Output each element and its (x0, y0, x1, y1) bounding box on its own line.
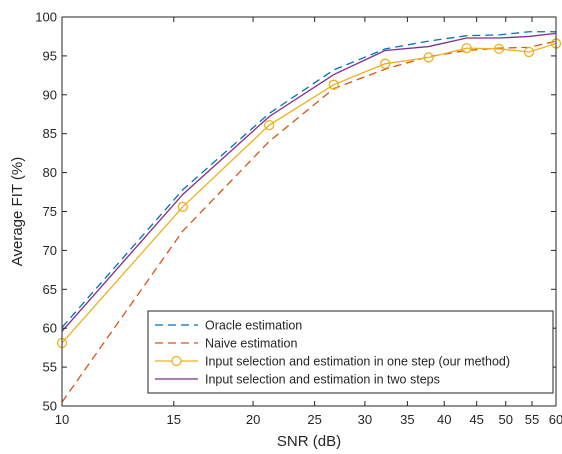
series-layer (56, 31, 562, 403)
legend-marker (171, 355, 182, 367)
legend: Oracle estimation Naive estimation Input s… (147, 310, 554, 394)
y-axis-label: Average FIT (%) (9, 157, 26, 266)
y-tick-label: 85 (43, 126, 57, 141)
y-tick-label: 75 (43, 204, 57, 219)
x-tick-label: 55 (525, 412, 539, 427)
y-tick-label: 95 (43, 48, 57, 63)
series-line-4 (61, 32, 557, 332)
x-tick-label: 10 (55, 412, 69, 427)
series-point (328, 79, 339, 90)
y-tick-label: 70 (43, 243, 57, 258)
series-point (423, 52, 434, 63)
y-tick-label: 55 (43, 360, 57, 375)
y-tick-label: 60 (43, 321, 57, 336)
ticks-layer: 10 15 20 25 30 35 40 45 50 55 60 50 55 60 65 70 75 80 85 90… (35, 10, 562, 428)
series-line-1 (61, 31, 556, 328)
legend-label: Naive estimation (205, 337, 297, 351)
x-tick-label: 40 (437, 412, 451, 427)
y-tick-label: 90 (43, 87, 57, 102)
legend-label: Oracle estimation (205, 319, 302, 333)
x-tick-label: 20 (246, 412, 260, 427)
series-point (264, 119, 275, 131)
x-tick-label: 30 (358, 412, 372, 427)
x-tick-label: 45 (469, 412, 483, 427)
x-tick-label: 60 (549, 412, 562, 427)
x-tick-label: 25 (307, 412, 321, 427)
series-point (177, 201, 188, 212)
y-tick-label: 100 (35, 10, 57, 25)
x-tick-label: 50 (498, 412, 512, 427)
x-tick-label: 35 (400, 412, 414, 427)
legend-box (147, 310, 554, 394)
series-point (523, 46, 535, 58)
x-tick-label: 15 (167, 412, 181, 427)
legend-label: Input selection and estimation in one st… (205, 355, 510, 369)
legend-label: Input selection and estimation in two st… (205, 373, 440, 387)
series-point (493, 43, 505, 55)
series-line-2 (61, 40, 557, 403)
series-point (461, 42, 472, 54)
series-line-3 (61, 42, 557, 344)
y-tick-label: 80 (43, 165, 57, 180)
x-axis-label: SNR (dB) (277, 433, 341, 450)
series-point (380, 58, 391, 69)
y-tick-label: 50 (43, 399, 57, 414)
y-tick-label: 65 (43, 282, 57, 297)
